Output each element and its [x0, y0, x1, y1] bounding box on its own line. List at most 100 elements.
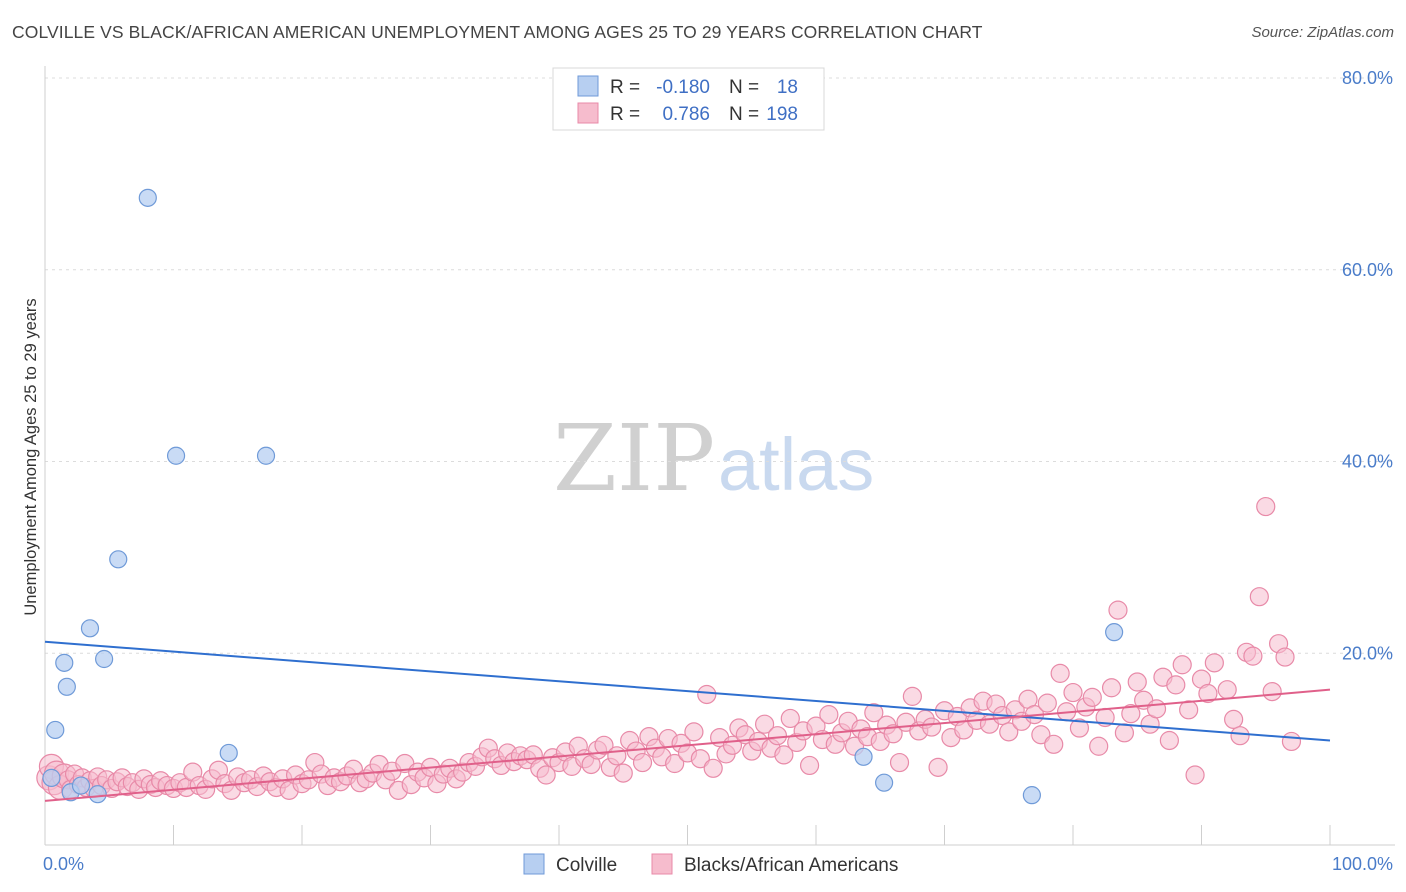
- data-point-black: [1243, 646, 1263, 666]
- data-point-black: [1050, 663, 1070, 683]
- data-point-colville: [138, 188, 157, 207]
- data-point-black: [690, 749, 710, 769]
- data-point-colville: [88, 785, 107, 804]
- legend-r-label: R =: [610, 104, 640, 125]
- y-tick-label: 20.0%: [1342, 643, 1393, 663]
- trend-line-colville: [44, 640, 1331, 742]
- data-point-black: [1249, 587, 1269, 607]
- data-point-black: [1063, 682, 1083, 703]
- y-tick-label: 60.0%: [1342, 260, 1393, 280]
- data-point-black: [1101, 678, 1122, 698]
- series-legend-swatch-black: [651, 853, 673, 875]
- data-point-black: [999, 722, 1019, 742]
- data-point-black: [1044, 734, 1064, 754]
- gridlines: [45, 77, 1395, 654]
- series-legend-label-colville: Colville: [556, 855, 617, 876]
- data-point-colville: [109, 550, 128, 569]
- x-tick-label: 100.0%: [1332, 854, 1393, 874]
- data-point-black: [1082, 687, 1102, 707]
- data-point-black: [774, 745, 794, 765]
- stats-legend: R = -0.180 N = 18 R = 0.786 N = 198: [552, 67, 825, 131]
- data-point-black: [1146, 699, 1167, 719]
- data-point-colville: [46, 720, 65, 740]
- data-point-black: [883, 724, 903, 744]
- data-point-colville: [71, 776, 91, 795]
- legend-r-value: -0.180: [656, 77, 710, 98]
- data-point-black: [1204, 653, 1224, 673]
- data-point-colville: [95, 649, 114, 669]
- watermark-atlas: atlas: [718, 423, 874, 506]
- x-tick-label: 0.0%: [43, 854, 84, 874]
- series-colville-points: [42, 188, 1124, 805]
- chart-title: COLVILLE VS BLACK/AFRICAN AMERICAN UNEMP…: [12, 22, 983, 42]
- series-legend-swatch-colville: [523, 853, 545, 875]
- data-point-black: [1198, 683, 1218, 704]
- y-tick-label: 80.0%: [1342, 68, 1393, 88]
- data-point-colville: [1105, 623, 1124, 642]
- data-point-black: [1114, 723, 1135, 743]
- y-axis-label: Unemployment Among Ages 25 to 29 years: [22, 298, 40, 615]
- trend-line-black: [44, 688, 1331, 802]
- series-legend-label-black: Blacks/African Americans: [684, 855, 898, 876]
- watermark: ZIP atlas: [553, 405, 874, 512]
- watermark-zip: ZIP: [553, 405, 715, 512]
- data-point-black: [1108, 600, 1128, 620]
- legend-n-label: N =: [729, 104, 759, 125]
- data-point-black: [697, 684, 717, 705]
- data-point-black: [607, 746, 627, 766]
- data-point-black: [1037, 693, 1057, 713]
- series-legend: Colville Blacks/African Americans: [523, 853, 898, 876]
- data-point-black: [1224, 709, 1244, 730]
- data-point-black: [536, 765, 556, 785]
- legend-r-value: 0.786: [662, 104, 710, 125]
- data-point-black: [1166, 675, 1186, 695]
- data-point-black: [1217, 680, 1237, 700]
- data-point-black: [1179, 700, 1199, 720]
- data-point-black: [1262, 681, 1282, 702]
- data-point-black: [1256, 496, 1276, 517]
- data-point-black: [780, 708, 800, 729]
- tick-labels: 20.0% 40.0% 60.0% 80.0% 0.0% 100.0%: [43, 68, 1393, 874]
- series-black-points: [36, 496, 1302, 801]
- data-point-black: [594, 735, 614, 755]
- data-point-colville: [166, 446, 186, 465]
- data-point-black: [613, 763, 633, 783]
- data-point-black: [864, 703, 884, 723]
- data-point-colville: [42, 768, 61, 787]
- legend-r-label: R =: [610, 77, 640, 98]
- data-point-black: [1275, 647, 1295, 667]
- legend-n-value: 198: [766, 104, 798, 125]
- data-point-black: [1185, 765, 1205, 785]
- data-point-black: [1127, 672, 1147, 692]
- data-point-black: [1159, 730, 1179, 751]
- data-point-black: [922, 717, 942, 737]
- data-point-black: [1089, 736, 1109, 756]
- data-point-black: [928, 757, 948, 777]
- data-point-black: [1069, 718, 1090, 738]
- trend-lines: [44, 640, 1331, 802]
- data-point-black: [1281, 731, 1302, 752]
- legend-n-value: 18: [777, 77, 798, 98]
- source-credit: Source: ZipAtlas.com: [1251, 24, 1394, 41]
- data-point-colville: [854, 747, 873, 766]
- data-point-colville: [256, 446, 276, 465]
- data-point-colville: [219, 743, 238, 763]
- data-point-black: [1172, 655, 1192, 675]
- data-point-black: [767, 726, 788, 746]
- data-point-black: [819, 705, 839, 725]
- data-point-black: [1031, 725, 1051, 745]
- data-point-black: [684, 722, 704, 742]
- data-point-colville: [57, 677, 76, 696]
- y-tick-label: 40.0%: [1342, 452, 1393, 472]
- data-point-black: [889, 752, 910, 773]
- data-point-colville: [55, 653, 74, 672]
- legend-n-label: N =: [729, 77, 759, 98]
- data-point-black: [754, 714, 775, 734]
- data-point-black: [703, 758, 723, 778]
- data-point-colville: [875, 773, 894, 792]
- legend-swatch-black: [577, 102, 599, 124]
- data-point-colville: [1022, 786, 1041, 805]
- data-point-black: [665, 753, 685, 774]
- data-point-black: [1121, 704, 1141, 724]
